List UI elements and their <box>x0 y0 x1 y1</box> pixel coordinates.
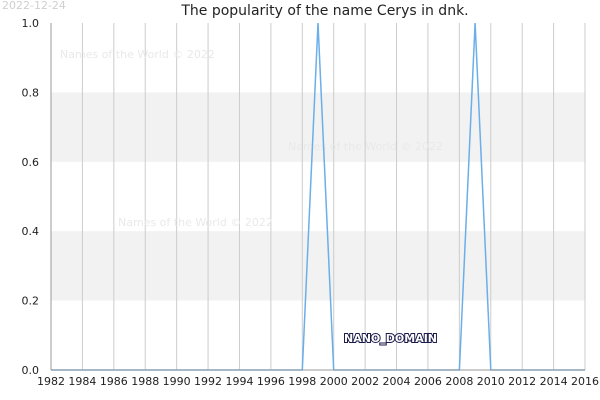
y-tick-label: 0.4 <box>22 225 40 238</box>
x-tick-label: 2006 <box>414 375 442 388</box>
watermark-text: Names of the World © 2022 <box>288 140 443 153</box>
x-tick-label: 1990 <box>163 375 191 388</box>
plot-band <box>51 92 585 162</box>
x-tick-label: 1988 <box>131 375 159 388</box>
y-tick-label: 0.8 <box>22 86 40 99</box>
y-tick-label: 0.6 <box>22 156 40 169</box>
x-tick-label: 2016 <box>571 375 599 388</box>
plot-bands <box>51 92 585 301</box>
x-tick-label: 1994 <box>225 375 253 388</box>
watermark-layer: Names of the World © 2022 Names of the Wo… <box>60 48 443 229</box>
date-stamp: 2022-12-24 <box>2 0 66 12</box>
watermark-text: Names of the World © 2022 <box>118 216 273 229</box>
x-tick-label: 2000 <box>320 375 348 388</box>
axes <box>50 23 585 371</box>
x-tick-label: 1998 <box>288 375 316 388</box>
x-tick-label: 1992 <box>194 375 222 388</box>
x-tick-label: 2002 <box>351 375 379 388</box>
watermark-text: Names of the World © 2022 <box>60 48 215 61</box>
grid-lines <box>50 23 586 370</box>
y-tick-labels: 0.0 0.2 0.4 0.6 0.8 1.0 <box>22 17 40 377</box>
x-tick-label: 1982 <box>37 375 65 388</box>
y-tick-label: 1.0 <box>22 17 40 30</box>
x-tick-label: 1984 <box>68 375 96 388</box>
y-tick-label: 0.2 <box>22 295 40 308</box>
x-tick-label: 2010 <box>477 375 505 388</box>
y-tick-label: 0.0 <box>22 364 40 377</box>
nano-domain-label: NANO_DOMAIN <box>344 332 437 345</box>
x-tick-label: 2004 <box>383 375 411 388</box>
x-tick-labels: 1982 1984 1986 1988 1990 1992 1994 1996 1998 2000… <box>37 375 599 388</box>
x-tick-label: 1986 <box>100 375 128 388</box>
series-line <box>51 22 585 371</box>
x-tick-label: 2012 <box>508 375 536 388</box>
plot-band <box>51 231 585 301</box>
x-tick-label: 2014 <box>540 375 568 388</box>
x-tick-label: 1996 <box>257 375 285 388</box>
x-tick-label: 2008 <box>445 375 473 388</box>
chart-title: The popularity of the name Cerys in dnk. <box>180 3 468 19</box>
